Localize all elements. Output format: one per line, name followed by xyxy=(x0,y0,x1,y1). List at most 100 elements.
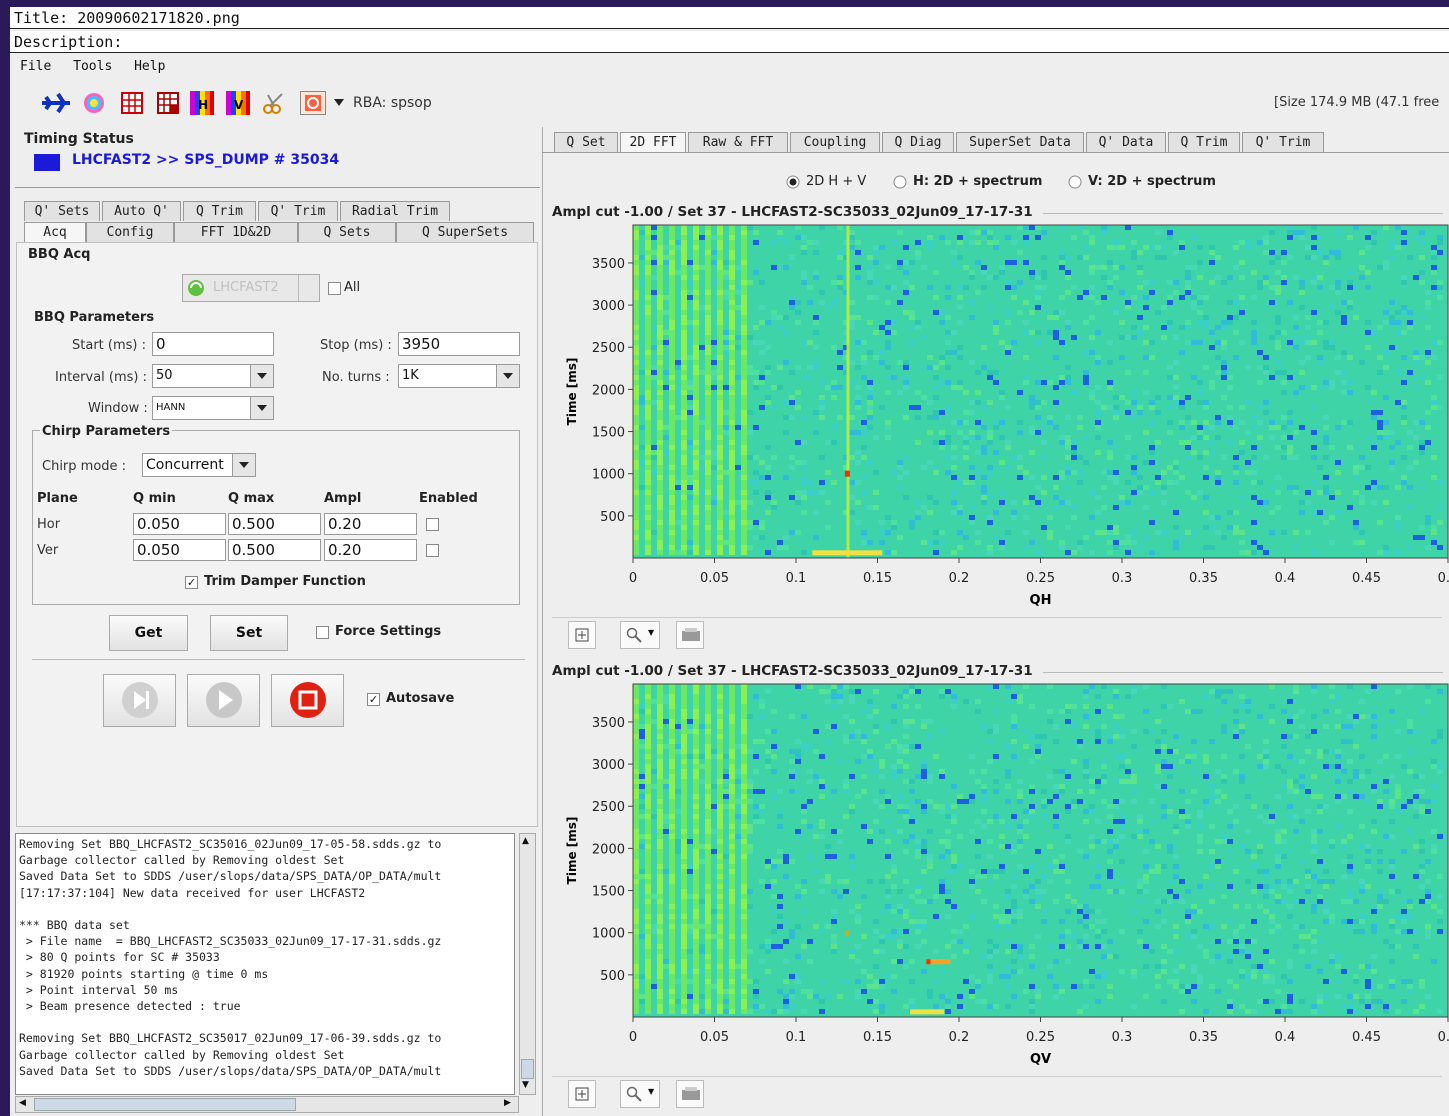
user-select[interactable]: LHCFAST2 xyxy=(182,274,320,302)
user-select-arrow[interactable] xyxy=(298,275,319,301)
dropdown-arrow-icon[interactable] xyxy=(334,99,344,107)
tab-auto-q-prime[interactable]: Auto Q' xyxy=(102,201,181,221)
log-line: > 81920 points starting @ time 0 ms xyxy=(19,966,269,981)
play-button[interactable] xyxy=(187,674,260,727)
tab-superset-data[interactable]: SuperSet Data xyxy=(956,132,1084,152)
start-field[interactable]: 0 xyxy=(152,332,274,356)
x-tick-label: 0.3 xyxy=(1112,571,1133,586)
stop-icon xyxy=(290,682,326,718)
spectrum-v-icon[interactable]: V xyxy=(226,91,250,115)
spectrum-h-icon[interactable]: H xyxy=(190,91,214,115)
x-tick-label: 0.4 xyxy=(1275,571,1296,586)
tab-q-prime-sets[interactable]: Q' Sets xyxy=(24,201,100,221)
hor-qmax-field[interactable]: 0.500 xyxy=(228,513,321,535)
scroll-up-icon[interactable]: ▲ xyxy=(522,836,529,846)
tune-line-mark xyxy=(846,225,850,558)
stop-field[interactable]: 3950 xyxy=(398,332,520,356)
peak-mark xyxy=(926,959,951,965)
reset-zoom-button[interactable] xyxy=(568,1080,596,1108)
hor-qmin-field[interactable]: 0.050 xyxy=(133,513,226,535)
turns-select[interactable]: 1K xyxy=(398,364,520,388)
tab-fft-1d2d[interactable]: FFT 1D&2D xyxy=(174,222,298,242)
tab-q-diag[interactable]: Q Diag xyxy=(882,132,954,152)
all-label: All xyxy=(344,280,361,295)
plot-v-heatmap[interactable]: 0 0.05 0.1 0.15 0.2 0.25 0.3 0.35 0.4 0.45 0.5 500 1… xyxy=(540,676,1449,1076)
scroll-left-icon[interactable]: ◀ xyxy=(19,1098,26,1108)
step-button[interactable] xyxy=(103,674,176,727)
printer-icon xyxy=(682,1087,700,1100)
all-checkbox[interactable] xyxy=(328,282,341,295)
log-output[interactable]: Removing Set BBQ_LHCFAST2_SC35016_02Jun0… xyxy=(15,833,515,1095)
ver-ampl-field[interactable]: 0.20 xyxy=(324,539,417,561)
tab-config[interactable]: Config xyxy=(86,222,174,242)
tab-q-trim[interactable]: Q Trim xyxy=(1168,132,1240,152)
hor-ampl-field[interactable]: 0.20 xyxy=(324,513,417,535)
force-settings-checkbox[interactable] xyxy=(316,626,329,639)
log-scroll-thumb[interactable] xyxy=(521,1059,534,1079)
interval-label: Interval (ms) : xyxy=(55,370,148,385)
menu-tools[interactable]: Tools xyxy=(73,59,113,74)
tab-2d-fft[interactable]: 2D FFT xyxy=(620,132,686,152)
window-select[interactable]: HANN xyxy=(152,396,274,420)
interval-select[interactable]: 50 xyxy=(152,364,274,388)
scroll-right-icon[interactable]: ▶ xyxy=(504,1098,511,1108)
x-tick-label: 0.1 xyxy=(786,1030,807,1045)
plot-h-heatmap[interactable]: 0 0.05 0.1 0.15 0.2 0.25 0.3 0.35 0.4 0.45 0.5 500 1… xyxy=(540,217,1449,617)
grid-alt-icon[interactable] xyxy=(156,91,180,115)
log-hscroll-thumb[interactable] xyxy=(34,1098,296,1111)
x-tick-label: 0.35 xyxy=(1189,571,1218,586)
menu-file[interactable]: File xyxy=(20,59,52,74)
autosave-checkbox[interactable]: ✓ xyxy=(367,693,380,706)
get-button[interactable]: Get xyxy=(109,615,188,651)
interval-value: 50 xyxy=(156,368,173,383)
zoom-button[interactable]: ▼ xyxy=(620,621,660,649)
tab-q-data[interactable]: Q' Data xyxy=(1086,132,1166,152)
ver-qmax-field[interactable]: 0.500 xyxy=(228,539,321,561)
reset-zoom-button[interactable] xyxy=(568,621,596,649)
ver-qmin-field[interactable]: 0.050 xyxy=(133,539,226,561)
x-axis-label: QV xyxy=(1030,1052,1051,1067)
y-tick-label: 3000 xyxy=(592,758,625,773)
record-settings-button[interactable] xyxy=(300,91,326,115)
log-line: > File name = BBQ_LHCFAST2_SC35033_02Jun… xyxy=(19,934,442,949)
log-vertical-scrollbar[interactable]: ▲ ▼ xyxy=(519,833,536,1095)
scroll-down-icon[interactable]: ▼ xyxy=(522,1080,529,1090)
divider xyxy=(15,187,540,188)
hor-enabled-checkbox[interactable] xyxy=(426,518,439,531)
scissors-icon[interactable] xyxy=(262,91,286,115)
grid-icon[interactable] xyxy=(120,91,144,115)
tab-q-prime-trim[interactable]: Q' Trim xyxy=(258,201,338,221)
x-tick-label: 0.25 xyxy=(1026,571,1055,586)
log-line xyxy=(19,1014,514,1030)
tab-q-trim[interactable]: Q Trim xyxy=(183,201,256,221)
tab-acq[interactable]: Acq xyxy=(24,222,86,242)
tab-q-sets[interactable]: Q Sets xyxy=(298,222,396,242)
chirp-mode-select[interactable]: Concurrent xyxy=(142,453,256,477)
x-tick-label: 0.5 xyxy=(1438,1030,1449,1045)
radio-2d-hv[interactable] xyxy=(786,175,800,189)
log-line: Saved Data Set to SDDS /user/slops/data/… xyxy=(19,869,442,884)
trim-damper-checkbox[interactable]: ✓ xyxy=(185,576,198,589)
tab-raw-fft[interactable]: Raw & FFT xyxy=(688,132,788,152)
radio-h-spectrum[interactable] xyxy=(893,175,907,189)
y-tick-label: 1500 xyxy=(592,426,625,441)
tab-q-set[interactable]: Q Set xyxy=(554,132,618,152)
autosave-label: Autosave xyxy=(386,691,455,706)
set-button[interactable]: Set xyxy=(210,615,288,651)
target-icon[interactable] xyxy=(82,91,106,115)
print-button[interactable] xyxy=(676,621,704,649)
window-value: HANN xyxy=(156,402,186,413)
tab-q-trim[interactable]: Q' Trim xyxy=(1242,132,1324,152)
airplane-icon[interactable] xyxy=(40,91,72,115)
ver-enabled-checkbox[interactable] xyxy=(426,544,439,557)
tab-q-supersets[interactable]: Q SuperSets xyxy=(396,222,534,242)
zoom-button[interactable]: ▼ xyxy=(620,1080,660,1108)
tab-radial-trim[interactable]: Radial Trim xyxy=(340,201,450,221)
radio-v-spectrum[interactable] xyxy=(1068,175,1082,189)
log-horizontal-scrollbar[interactable]: ◀ ▶ xyxy=(15,1096,519,1113)
stop-button[interactable] xyxy=(271,674,344,727)
tab-coupling[interactable]: Coupling xyxy=(790,132,880,152)
divider xyxy=(32,659,525,660)
print-button[interactable] xyxy=(676,1080,704,1108)
menu-help[interactable]: Help xyxy=(134,59,166,74)
